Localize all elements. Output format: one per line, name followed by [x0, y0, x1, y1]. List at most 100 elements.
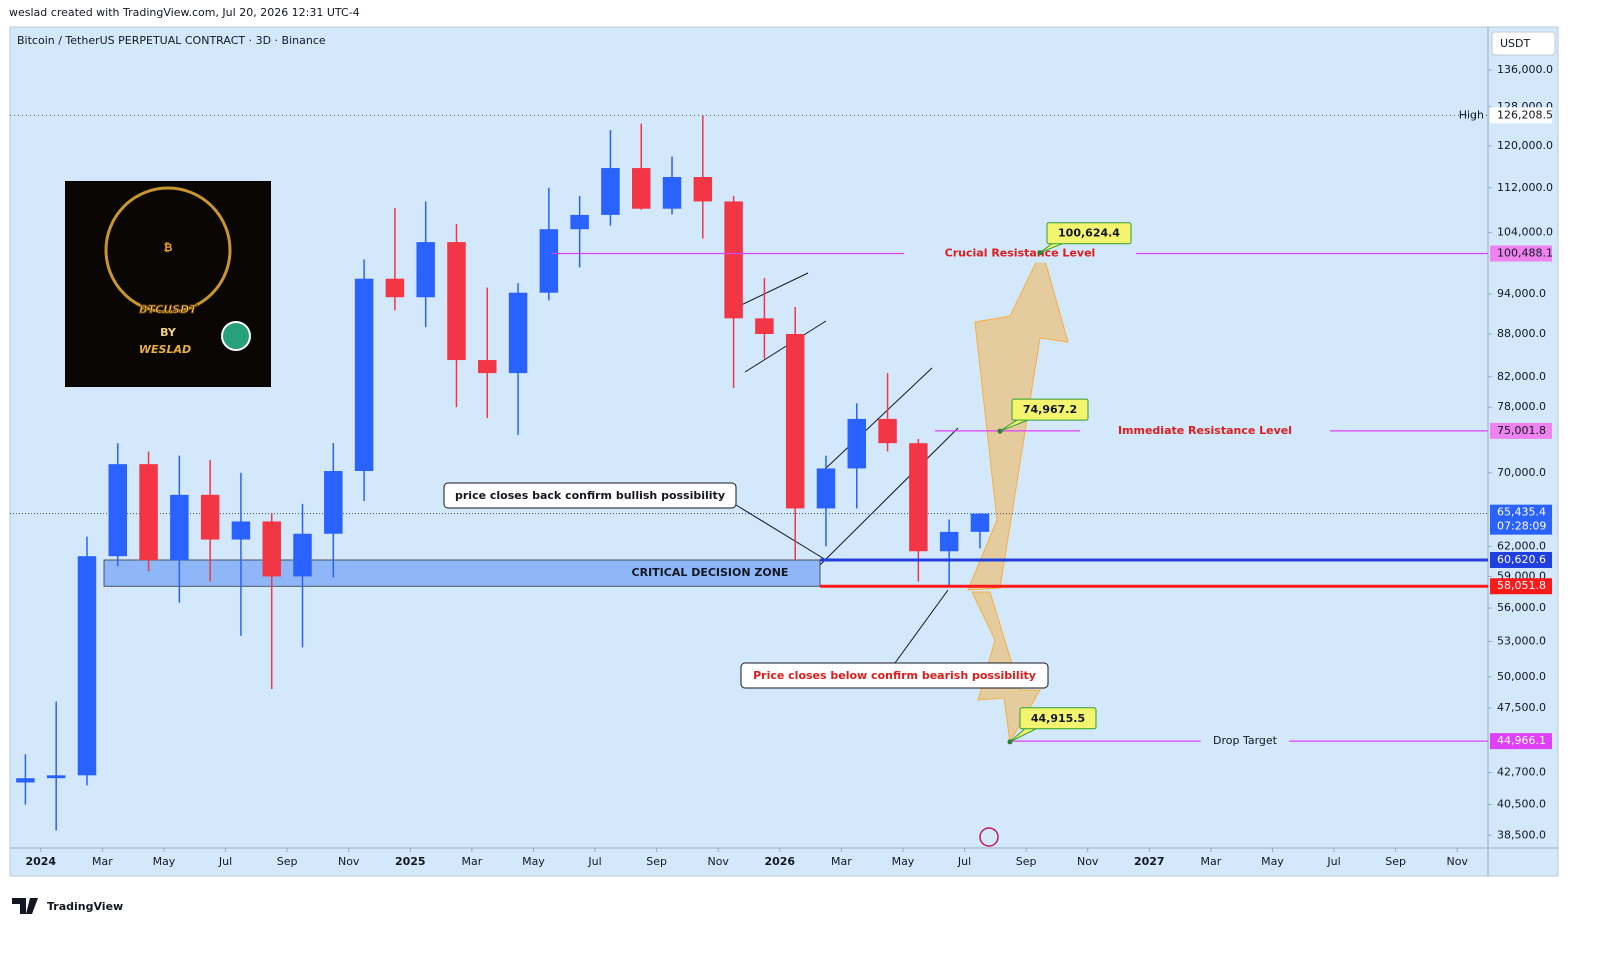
x-tick-label: Nov: [338, 855, 360, 868]
y-tick-label: 88,000.0: [1497, 327, 1546, 340]
note-box: [740, 662, 1049, 689]
level-price-box: [1490, 422, 1552, 439]
countdown: 07:28:09: [1497, 520, 1546, 533]
candle-body: [46, 775, 66, 779]
candle-body: [200, 494, 220, 540]
candle-body: [785, 333, 805, 509]
y-tick-label: 62,000.0: [1497, 539, 1546, 552]
channel-line: [823, 367, 933, 471]
y-tick-label: 94,000.0: [1497, 287, 1546, 300]
candle-body: [539, 229, 559, 293]
candle-body: [231, 521, 251, 540]
note: Price closes below confirm bearish possi…: [753, 669, 1036, 682]
last-price: 65,435.4: [1497, 506, 1546, 519]
y-tick-label: 38,500.0: [1497, 828, 1546, 841]
x-tick-label: Jul: [218, 855, 232, 868]
level-name: Crucial Resistance Level: [945, 247, 1096, 260]
callout-label: 100,624.4: [1058, 227, 1120, 240]
y-tick-label: 78,000.0: [1497, 400, 1546, 413]
logo-background: [65, 181, 271, 387]
x-tick-label: 2025: [395, 855, 426, 868]
logo-symbol: ₿: [164, 241, 173, 254]
candle-body: [354, 278, 374, 472]
y-tick-label: 56,000.0: [1497, 601, 1546, 614]
candle-body: [601, 168, 620, 215]
level-price: 44,966.1: [1497, 734, 1546, 747]
candle-body: [77, 556, 97, 776]
candle-body: [262, 521, 281, 577]
candle-body: [847, 418, 867, 469]
x-tick-label: Nov: [707, 855, 729, 868]
callout-box: [1019, 707, 1097, 730]
x-tick-label: May: [1261, 855, 1284, 868]
candle-body: [508, 292, 528, 374]
candle-body: [909, 443, 928, 552]
channel-line: [734, 272, 809, 309]
candle-body: [755, 318, 774, 334]
x-tick-label: Sep: [1385, 855, 1406, 868]
x-tick-label: Sep: [646, 855, 667, 868]
candle-body: [878, 418, 897, 444]
logo-title: BTCUSDT: [139, 303, 198, 316]
zone-price-box: [1490, 578, 1552, 595]
y-tick-label: 53,000.0: [1497, 634, 1546, 647]
channel-line: [744, 320, 827, 373]
logo-tether: [221, 321, 251, 351]
high-price: 126,208.5: [1497, 108, 1553, 121]
x-tick-label: Jul: [957, 855, 971, 868]
level-price-box: [1490, 245, 1552, 262]
logo-author: WESLAD: [139, 343, 191, 356]
y-tick-label: 40,500.0: [1497, 798, 1546, 811]
y-tick-label: 70,000.0: [1497, 466, 1546, 479]
candle-body: [478, 360, 497, 374]
currency: USDT: [1500, 37, 1531, 50]
candle-body: [693, 177, 713, 202]
level-name: Immediate Resistance Level: [1118, 424, 1292, 437]
x-tick-label: May: [892, 855, 915, 868]
level-text-bg: [1080, 421, 1330, 440]
x-tick-label: May: [522, 855, 545, 868]
channel-line: [819, 427, 959, 566]
level-price-box: [1490, 733, 1552, 750]
high-price-box: [1490, 107, 1552, 124]
trend-lines: [734, 272, 959, 664]
candle-body: [139, 464, 158, 561]
note-pointer: [735, 504, 827, 561]
candle-body: [16, 778, 35, 783]
level-price: 75,001.8: [1497, 424, 1546, 437]
y-tick-label: 120,000.0: [1497, 139, 1553, 152]
candle-body: [662, 177, 682, 209]
currency-box[interactable]: [1491, 31, 1556, 56]
y-tick-label: 47,500.0: [1497, 701, 1546, 714]
y-tick-label: 50,000.0: [1497, 670, 1546, 683]
y-tick-label: 82,000.0: [1497, 370, 1546, 383]
chart-frame: [9, 26, 1559, 877]
y-tick-label: 104,000.0: [1497, 226, 1553, 239]
candle-body: [293, 533, 312, 577]
candle-body: [816, 468, 836, 509]
y-tick-label: 136,000.0: [1497, 63, 1553, 76]
x-tick-label: 2027: [1134, 855, 1165, 868]
brand-logo: [12, 898, 38, 914]
y-tick-label: 112,000.0: [1497, 181, 1553, 194]
x-tick-label: 2024: [25, 855, 56, 868]
x-tick-label: Jul: [587, 855, 601, 868]
callout-box: [1046, 222, 1132, 245]
candle-body: [385, 278, 405, 298]
x-tick-label: Nov: [1077, 855, 1099, 868]
note: price closes back confirm bullish possib…: [455, 489, 725, 502]
note-pointer: [894, 589, 949, 664]
level-text-bg: [1200, 732, 1290, 751]
note-box: [443, 482, 737, 509]
zone-label: CRITICAL DECISION ZONE: [632, 566, 789, 579]
x-tick-label: Mar: [92, 855, 113, 868]
event-icon[interactable]: [979, 827, 999, 847]
zone-price-box: [1490, 551, 1552, 568]
logo-coin: [104, 186, 232, 314]
zone-price: 58,051.8: [1497, 579, 1546, 592]
level-name: Drop Target: [1213, 734, 1278, 747]
x-tick-label: Mar: [831, 855, 852, 868]
zone-price: 60,620.6: [1497, 553, 1546, 566]
chart-title: Bitcoin / TetherUS PERPETUAL CONTRACT · …: [17, 34, 326, 47]
